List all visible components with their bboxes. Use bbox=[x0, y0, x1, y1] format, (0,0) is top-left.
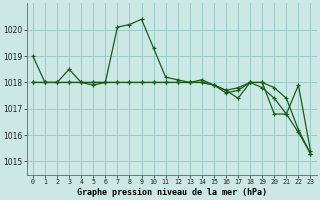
X-axis label: Graphe pression niveau de la mer (hPa): Graphe pression niveau de la mer (hPa) bbox=[77, 188, 267, 197]
